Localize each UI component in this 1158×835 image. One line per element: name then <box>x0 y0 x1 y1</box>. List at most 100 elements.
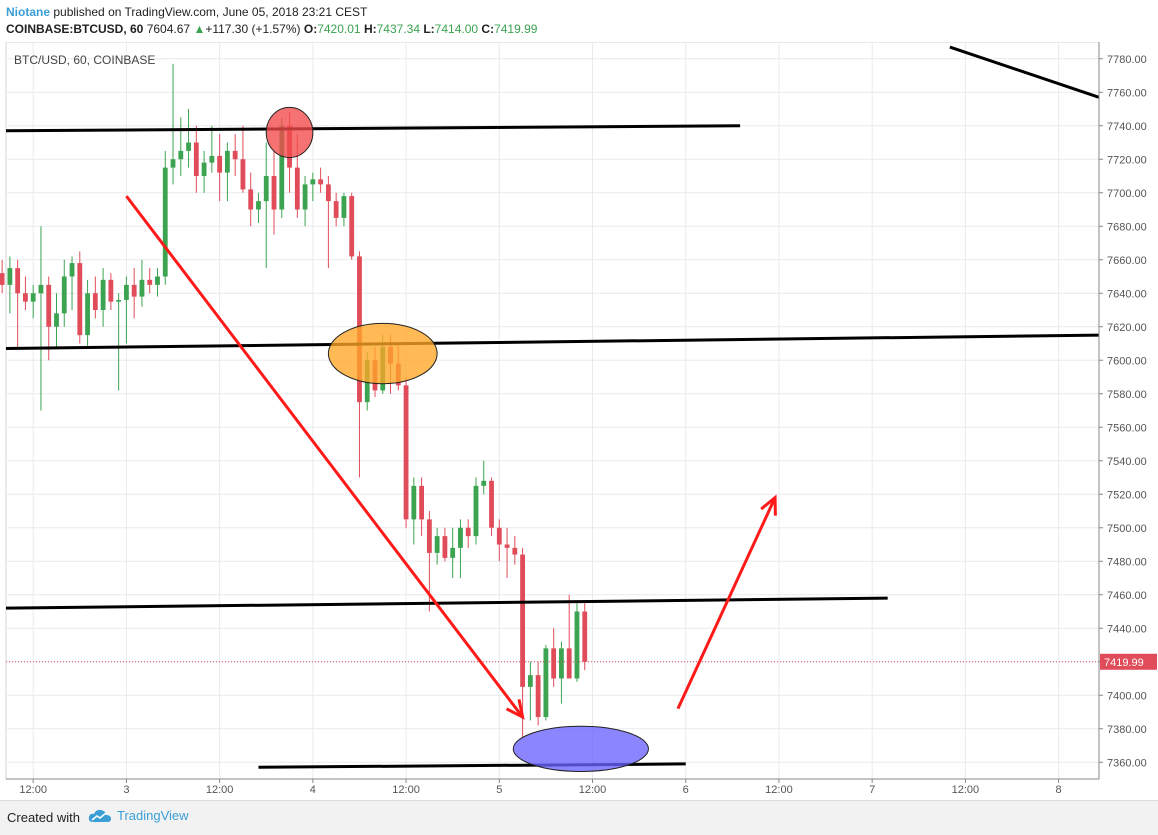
arrow-head <box>505 699 525 720</box>
candle-body <box>116 299 122 302</box>
trend-line <box>5 333 1100 351</box>
candle-body <box>566 648 572 679</box>
candle-body <box>279 125 285 210</box>
candle-body <box>481 480 487 486</box>
candle-body <box>318 179 324 185</box>
created-with-label: Created with <box>7 810 80 825</box>
candle-body <box>162 167 168 277</box>
candle-body <box>186 142 191 151</box>
high-label: H: <box>363 22 377 36</box>
close-label: C: <box>481 22 495 36</box>
candle-body <box>139 279 145 297</box>
arrow-head <box>760 494 777 516</box>
arrow-line <box>676 496 777 710</box>
trend-line <box>949 45 1100 99</box>
price-tick-label: 7460.00 <box>1107 590 1147 602</box>
candle-body <box>411 485 417 520</box>
close-value: 7419.99 <box>494 22 538 36</box>
candle-body <box>512 547 518 555</box>
candle-body <box>256 201 261 210</box>
candle-body <box>271 176 277 210</box>
candle-body <box>458 527 463 548</box>
candle-body <box>504 544 510 548</box>
candle-body <box>209 155 215 163</box>
candle-body <box>434 536 440 553</box>
time-tick-label: 12:00 <box>206 784 234 796</box>
publish-line: Niotane published on TradingView.com, Ju… <box>6 5 367 19</box>
candle-body <box>489 480 494 528</box>
current-price-tag <box>1100 653 1157 670</box>
candle-body <box>520 554 526 687</box>
price-tick-label: 7380.00 <box>1107 724 1147 736</box>
candle-body <box>302 184 308 210</box>
candle-body <box>201 162 207 176</box>
price-tick-label: 7540.00 <box>1107 456 1147 468</box>
highlight-ellipse <box>327 322 438 385</box>
time-tick-label: 3 <box>123 784 129 796</box>
chart-title: BTC/USD, 60, COINBASE <box>14 53 155 67</box>
price-tick-label: 7520.00 <box>1107 489 1147 501</box>
candle-body <box>450 547 456 558</box>
candle-body <box>124 284 129 300</box>
candle-body <box>582 611 588 662</box>
candle-body <box>15 268 21 294</box>
candlestick-chart[interactable]: BTC/USD, 60, COINBASE 7360.00 7380.00 7400.… <box>0 42 1158 800</box>
candle-body <box>131 284 137 297</box>
change-value: +117.30 (+1.57%) <box>205 22 301 36</box>
candle-body <box>310 179 316 185</box>
price-tick-label: 7720.00 <box>1107 154 1147 166</box>
candle-body <box>147 279 153 285</box>
candle-body <box>100 279 106 310</box>
candle-body <box>224 150 230 173</box>
price-tick-label: 7620.00 <box>1107 322 1147 334</box>
candle-body <box>0 273 5 285</box>
price-tick-label: 7580.00 <box>1107 389 1147 401</box>
published-text: published on TradingView.com, June 05, 2… <box>53 5 368 19</box>
candle-body <box>419 485 425 520</box>
price-tick-label: 7500.00 <box>1107 523 1147 535</box>
candle-body <box>248 189 254 210</box>
candle-body <box>294 167 300 210</box>
candle-body <box>232 150 238 160</box>
candle-body <box>496 527 502 545</box>
author-link[interactable]: Niotane <box>6 5 51 19</box>
price-tick-label: 7680.00 <box>1107 221 1147 233</box>
candle-body <box>442 536 448 558</box>
candle-body <box>559 648 564 679</box>
candle-body <box>193 142 199 176</box>
price-tick-label: 7660.00 <box>1107 255 1147 267</box>
candle-body <box>69 263 75 277</box>
highlight-ellipse <box>265 106 314 159</box>
tradingview-cloud-icon <box>88 809 111 822</box>
candle-body <box>341 196 347 218</box>
time-tick-label: 12:00 <box>392 784 420 796</box>
high-value: 7437.34 <box>376 22 420 36</box>
price-tick-label: 7740.00 <box>1107 121 1147 133</box>
candle-body <box>543 648 549 718</box>
tradingview-link[interactable]: TradingView <box>88 808 189 823</box>
price-tick-label: 7360.00 <box>1107 757 1147 769</box>
candle-body <box>263 176 269 202</box>
price-tick-label: 7700.00 <box>1107 188 1147 200</box>
candle-body <box>349 196 355 257</box>
time-tick-label: 4 <box>310 784 316 796</box>
price-tick-label: 7640.00 <box>1107 288 1147 300</box>
candle-body <box>240 159 246 190</box>
time-tick-label: 12:00 <box>19 784 47 796</box>
candle-body <box>46 284 52 327</box>
candle-body <box>38 284 44 294</box>
symbol-label: COINBASE:BTCUSD, 60 <box>6 22 144 36</box>
chart-header: Niotane published on TradingView.com, Ju… <box>0 0 1158 42</box>
candle-body <box>77 263 83 336</box>
price-tick-label: 7780.00 <box>1107 54 1147 66</box>
candle-body <box>473 485 479 537</box>
tradingview-brand: TradingView <box>117 808 189 823</box>
change-up-icon: ▲ <box>193 22 206 36</box>
candle-body <box>23 293 28 302</box>
candle-body <box>155 276 160 285</box>
candle-body <box>7 268 13 285</box>
candle-body <box>527 675 533 687</box>
open-label: O: <box>303 22 318 36</box>
trend-line <box>5 596 888 610</box>
price-tick-label: 7480.00 <box>1107 556 1147 568</box>
